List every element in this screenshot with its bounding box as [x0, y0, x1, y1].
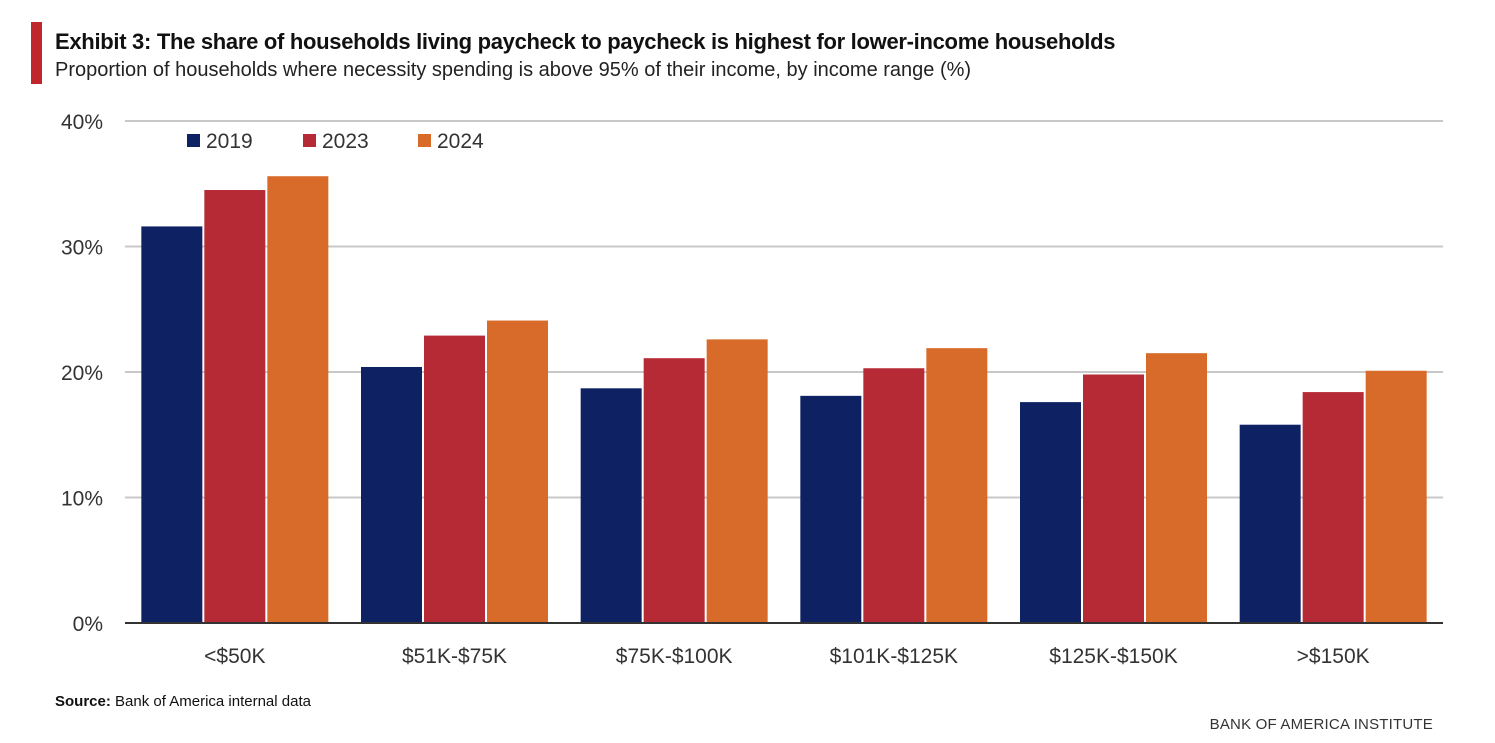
x-tick-label: $125K-$150K — [1049, 645, 1177, 668]
legend-swatch-2024 — [418, 134, 431, 147]
bar-2023 — [863, 368, 925, 623]
title-accent-bar — [31, 22, 42, 84]
y-tick-label: 20% — [61, 362, 103, 385]
bar-2023 — [1302, 392, 1364, 623]
y-tick-label: 40% — [61, 111, 103, 134]
bar-2024 — [487, 320, 548, 623]
bar-2019 — [580, 388, 642, 623]
source-text: Bank of America internal data — [110, 693, 311, 710]
x-tick-label: >$150K — [1297, 645, 1370, 668]
bar-2023 — [424, 335, 485, 623]
legend-label-2024: 2024 — [437, 130, 484, 153]
x-tick-label: $101K-$125K — [830, 645, 958, 668]
legend-swatch-2023 — [303, 134, 316, 147]
bar-2024 — [267, 176, 329, 623]
bar-2024 — [1365, 370, 1427, 623]
legend-label-2019: 2019 — [206, 130, 253, 153]
bar-2023 — [204, 190, 266, 623]
bar-2019 — [361, 366, 422, 623]
legend-label-2023: 2023 — [322, 130, 369, 153]
source-label: Source: — [55, 693, 111, 710]
bar-2023 — [643, 358, 705, 623]
x-tick-label: $51K-$75K — [402, 645, 507, 668]
y-tick-label: 0% — [73, 613, 103, 636]
legend-swatch-2019 — [187, 134, 200, 147]
bar-2019 — [1020, 402, 1081, 623]
bar-2024 — [926, 348, 988, 623]
y-tick-label: 10% — [61, 488, 103, 511]
x-tick-label: $75K-$100K — [616, 645, 733, 668]
bar-2019 — [141, 226, 203, 624]
source-note: Source: Bank of America internal data — [55, 693, 311, 710]
chart-subtitle: Proportion of households where necessity… — [55, 59, 972, 81]
footer-brand: BANK OF AMERICA INSTITUTE — [1209, 716, 1433, 733]
chart-title: Exhibit 3: The share of households livin… — [55, 29, 1116, 54]
bar-2024 — [1146, 353, 1207, 623]
bar-2019 — [1239, 424, 1301, 623]
bar-2023 — [1083, 374, 1144, 623]
x-tick-label: <$50K — [204, 645, 265, 668]
y-tick-label: 30% — [61, 237, 103, 260]
bar-2024 — [706, 339, 768, 623]
bar-2019 — [800, 395, 862, 623]
